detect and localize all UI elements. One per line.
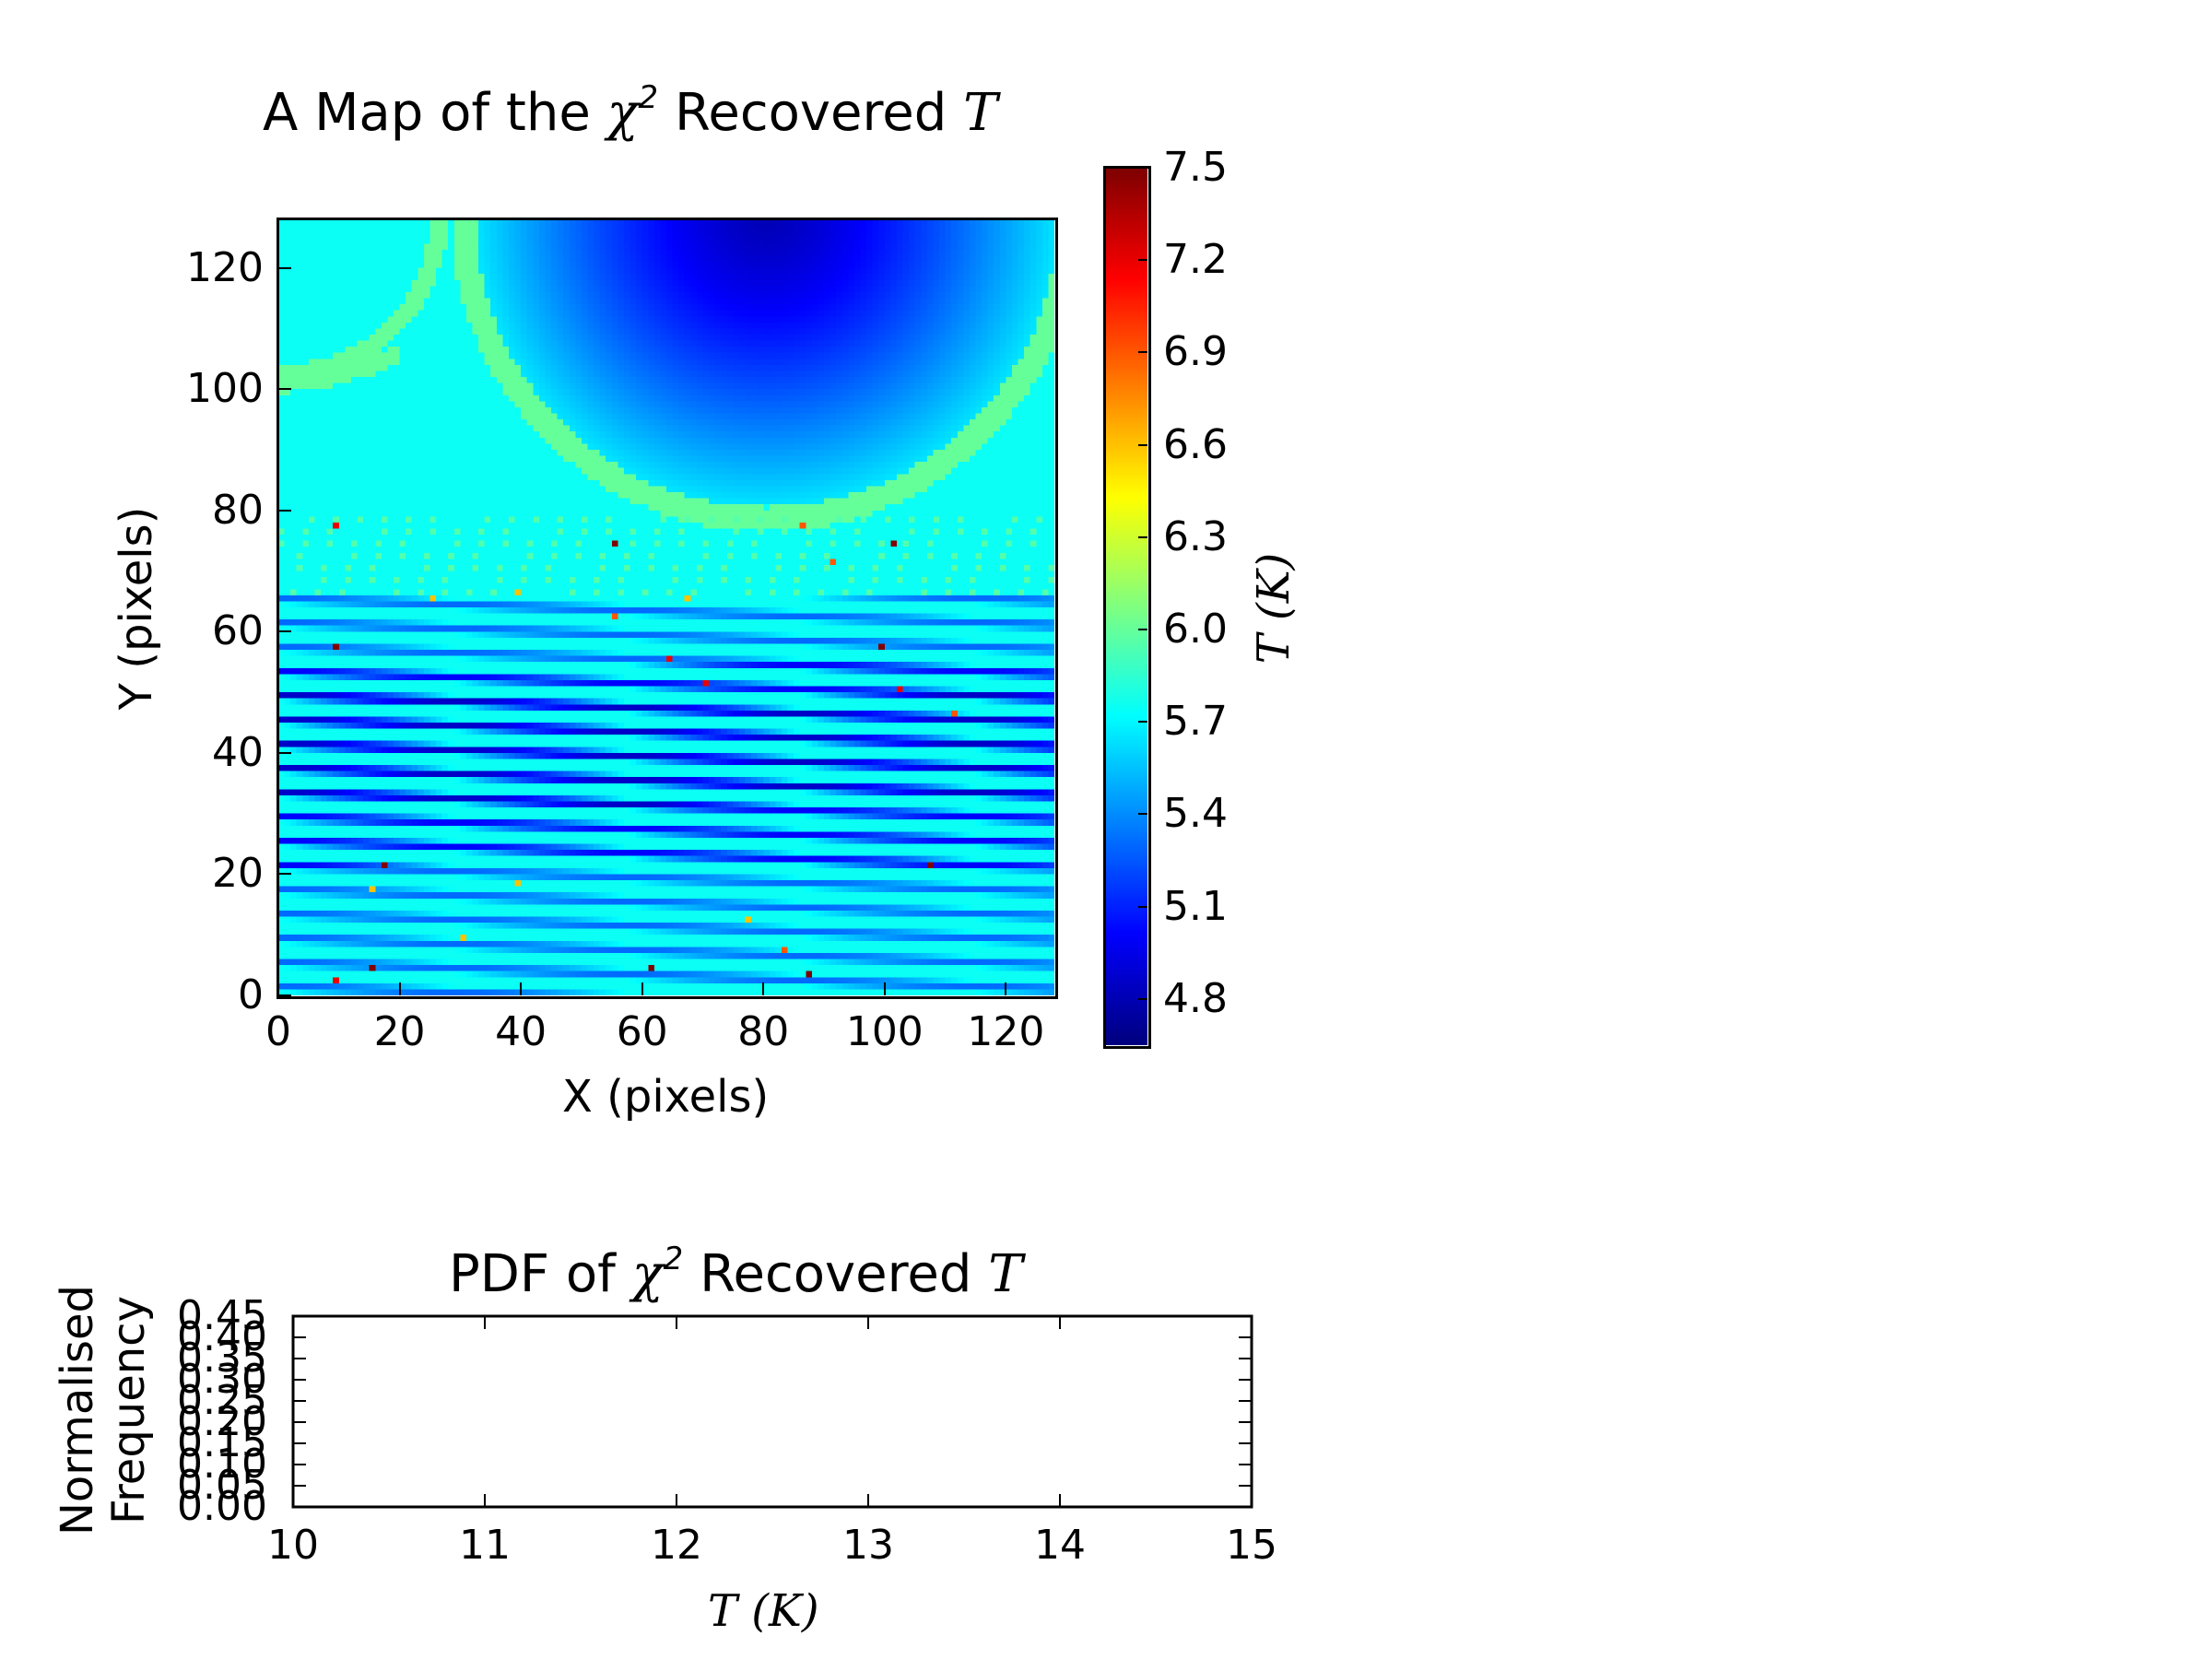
pdf-y-tick-label: 0.15 — [177, 1419, 267, 1466]
pdf-x-tick-label: 12 — [651, 1522, 702, 1569]
heatmap-x-tick — [762, 982, 765, 995]
heatmap-x-axis-label: X (pixels) — [562, 1071, 770, 1123]
pdf-y-tick-label: 0.30 — [177, 1356, 267, 1403]
colorbar-tick — [1138, 351, 1147, 354]
pdf-y-tick-label: 0.45 — [177, 1292, 267, 1339]
heatmap-y-tick — [278, 751, 291, 754]
heatmap-x-tick-label: 0 — [265, 1008, 291, 1055]
colorbar-tick — [1138, 259, 1147, 262]
pdf-x-tick-label: 13 — [842, 1522, 894, 1569]
heatmap-x-tick — [1005, 982, 1007, 995]
heatmap-y-tick-label: 80 — [212, 486, 264, 534]
colorbar-tick-label: 5.4 — [1163, 790, 1228, 838]
pdf-x-axis-label: T (K) — [708, 1585, 819, 1637]
heatmap-x-tick — [520, 982, 523, 995]
heatmap-title: A Map of the χ2 Recovered T — [263, 79, 998, 143]
heatmap-frame — [276, 218, 1058, 999]
pdf-y-tick-label: 0.40 — [177, 1313, 267, 1360]
pdf-title: PDF of χ2 Recovered T — [449, 1241, 1023, 1304]
pdf-x-tick-label: 15 — [1226, 1522, 1277, 1569]
colorbar-tick — [1138, 905, 1147, 908]
colorbar-tick — [1138, 997, 1147, 1000]
heatmap-y-tick — [278, 388, 291, 391]
heatmap-image — [278, 219, 1054, 995]
colorbar-tick-label: 6.3 — [1163, 512, 1228, 560]
heatmap-x-tick-label: 20 — [373, 1008, 426, 1055]
colorbar-tick-label: 4.8 — [1163, 974, 1228, 1022]
heatmap-y-tick — [278, 266, 291, 269]
pdf-x-tick-label: 10 — [267, 1522, 319, 1569]
heatmap-x-tick-label: 80 — [737, 1008, 790, 1055]
colorbar-tick-label: 6.6 — [1163, 420, 1228, 468]
pdf-y-tick-label: 0.05 — [177, 1462, 267, 1509]
colorbar-tick-label: 7.2 — [1163, 236, 1228, 284]
heatmap-y-tick-label: 0 — [238, 971, 264, 1018]
colorbar-tick-label: 6.0 — [1163, 606, 1228, 653]
heatmap-x-tick — [641, 982, 643, 995]
pdf-y-tick-label: 0.20 — [177, 1398, 267, 1445]
heatmap-y-tick — [278, 873, 291, 876]
colorbar-tick — [1138, 813, 1147, 816]
colorbar — [1105, 168, 1147, 1045]
pdf-y-tick-label: 0.35 — [177, 1335, 267, 1382]
heatmap-x-tick — [398, 982, 401, 995]
colorbar-frame — [1103, 166, 1151, 1049]
colorbar-tick — [1138, 443, 1147, 446]
pdf-axes-frame — [291, 1314, 1253, 1509]
pdf-y-axis-label: Normalised Frequency — [52, 1285, 155, 1535]
colorbar-tick-label: 5.7 — [1163, 698, 1228, 746]
pdf-x-tick-label: 14 — [1034, 1522, 1086, 1569]
heatmap-y-tick-label: 60 — [212, 607, 264, 655]
heatmap-y-tick-label: 120 — [186, 243, 264, 291]
heatmap-y-tick-label: 20 — [212, 850, 264, 898]
heatmap-x-tick-label: 100 — [845, 1008, 924, 1055]
colorbar-tick-label: 7.5 — [1163, 144, 1228, 191]
pdf-y-tick-label: 0.00 — [177, 1483, 267, 1530]
pdf-y-axis-label-line1: Normalised — [52, 1284, 103, 1536]
pdf-y-tick-label: 0.25 — [177, 1377, 267, 1424]
colorbar-tick — [1138, 721, 1147, 724]
colorbar-tick — [1138, 167, 1147, 169]
heatmap-y-tick — [278, 994, 291, 996]
colorbar-tick — [1138, 629, 1147, 631]
colorbar-tick — [1138, 535, 1147, 538]
heatmap-x-tick — [883, 982, 886, 995]
heatmap-x-tick-label: 60 — [616, 1008, 668, 1055]
pdf-y-tick-label: 0.10 — [177, 1441, 267, 1488]
heatmap-y-tick-label: 100 — [186, 365, 264, 413]
pdf-y-axis-label-line2: Frequency — [103, 1296, 155, 1524]
heatmap-x-tick-label: 120 — [967, 1008, 1045, 1055]
heatmap-x-tick-label: 40 — [495, 1008, 547, 1055]
pdf-x-tick-label: 11 — [459, 1522, 511, 1569]
heatmap-y-tick — [278, 509, 291, 512]
heatmap-y-tick — [278, 630, 291, 633]
colorbar-tick-label: 6.9 — [1163, 328, 1228, 376]
colorbar-tick-label: 5.1 — [1163, 882, 1228, 930]
heatmap-y-tick-label: 40 — [212, 728, 264, 776]
heatmap-x-tick — [277, 982, 279, 995]
